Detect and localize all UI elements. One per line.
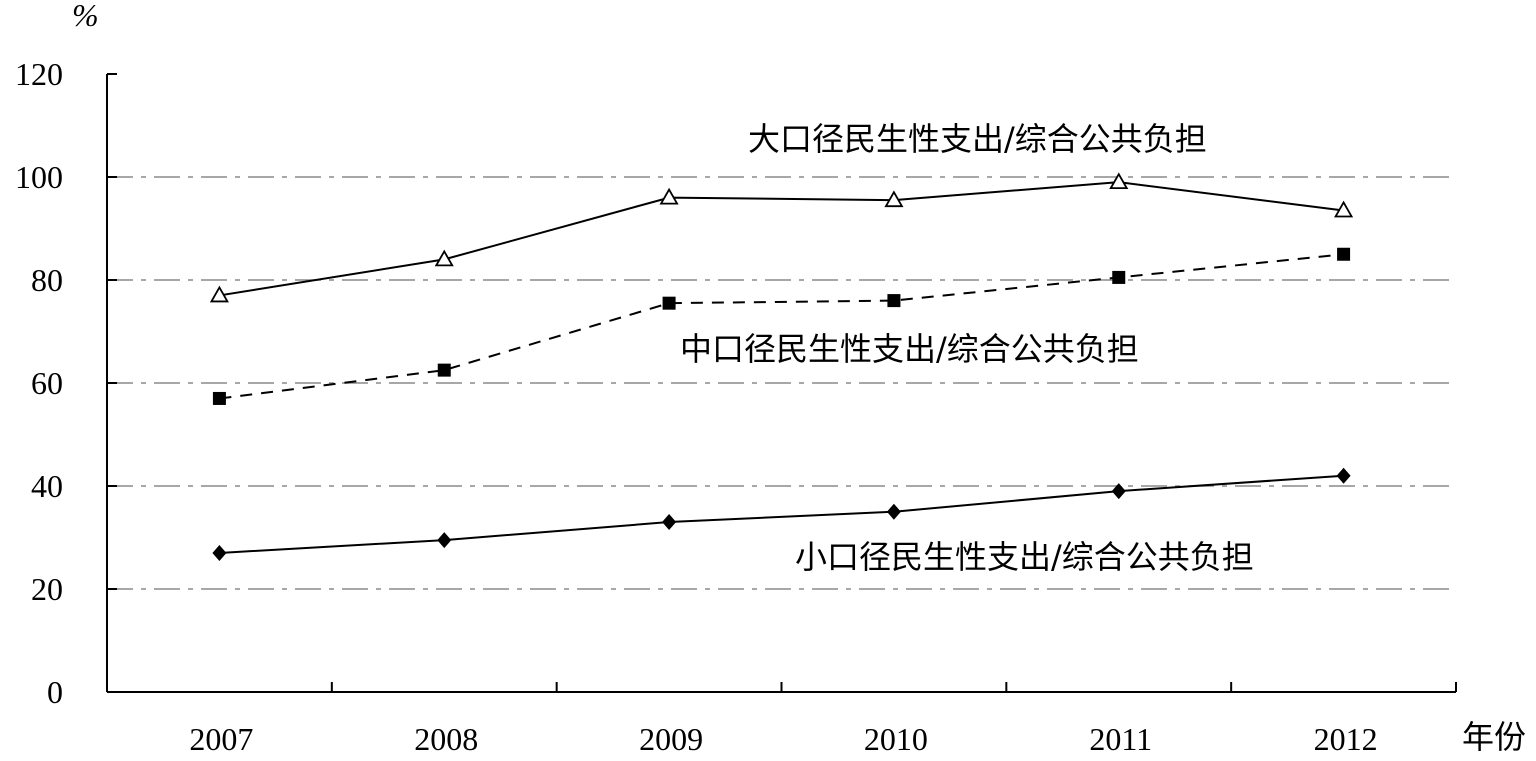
series-label-small: 小口径民生性支出/综合公共负担 — [795, 538, 1254, 576]
data-point — [1111, 483, 1126, 500]
data-point — [212, 391, 226, 405]
y-tick-label: 80 — [31, 262, 63, 298]
data-point — [1337, 247, 1351, 261]
data-point — [659, 187, 679, 205]
series — [209, 172, 1354, 561]
data-point — [884, 190, 904, 208]
y-tick-label: 120 — [15, 56, 63, 92]
series-line — [219, 253, 1344, 400]
x-axis-label: 年份 — [1462, 719, 1526, 755]
data-point — [662, 296, 676, 310]
x-tick-label: 2009 — [639, 721, 703, 757]
data-point — [212, 544, 227, 561]
y-ticks: 0 20 40 60 80 100 120 — [15, 56, 117, 710]
x-tick-label: 2010 — [864, 721, 928, 757]
x-tick-label: 2011 — [1089, 721, 1152, 757]
data-point — [662, 514, 677, 531]
x-tick-label: 2007 — [189, 721, 253, 757]
series-line — [219, 181, 1344, 297]
series-1 — [212, 247, 1351, 405]
series-2 — [212, 467, 1351, 561]
y-tick-label: 60 — [31, 365, 63, 401]
x-tick-label: 2012 — [1314, 721, 1378, 757]
y-tick-label: 100 — [15, 159, 63, 195]
data-point — [1336, 467, 1351, 484]
data-point — [1334, 200, 1354, 218]
x-ticks: 2007 2008 2009 2010 2011 2012 — [106, 682, 1457, 757]
x-tick-label: 2008 — [414, 721, 478, 757]
series-line — [219, 474, 1344, 554]
series-0 — [209, 172, 1354, 303]
series-label-medium: 中口径民生性支出/综合公共负担 — [680, 330, 1139, 368]
y-tick-label: 40 — [31, 468, 63, 504]
data-point — [886, 503, 901, 520]
series-label-large: 大口径民生性支出/综合公共负担 — [748, 120, 1207, 158]
y-tick-label: 20 — [31, 571, 63, 607]
y-tick-label: 0 — [47, 674, 63, 710]
y-axis-unit: % — [72, 0, 99, 33]
data-point — [1109, 172, 1129, 190]
data-point — [1112, 270, 1126, 284]
data-point — [437, 363, 451, 377]
data-point — [437, 532, 452, 549]
gridlines — [107, 176, 1456, 590]
data-point — [887, 294, 901, 308]
data-point — [434, 249, 454, 267]
data-point — [209, 285, 229, 303]
